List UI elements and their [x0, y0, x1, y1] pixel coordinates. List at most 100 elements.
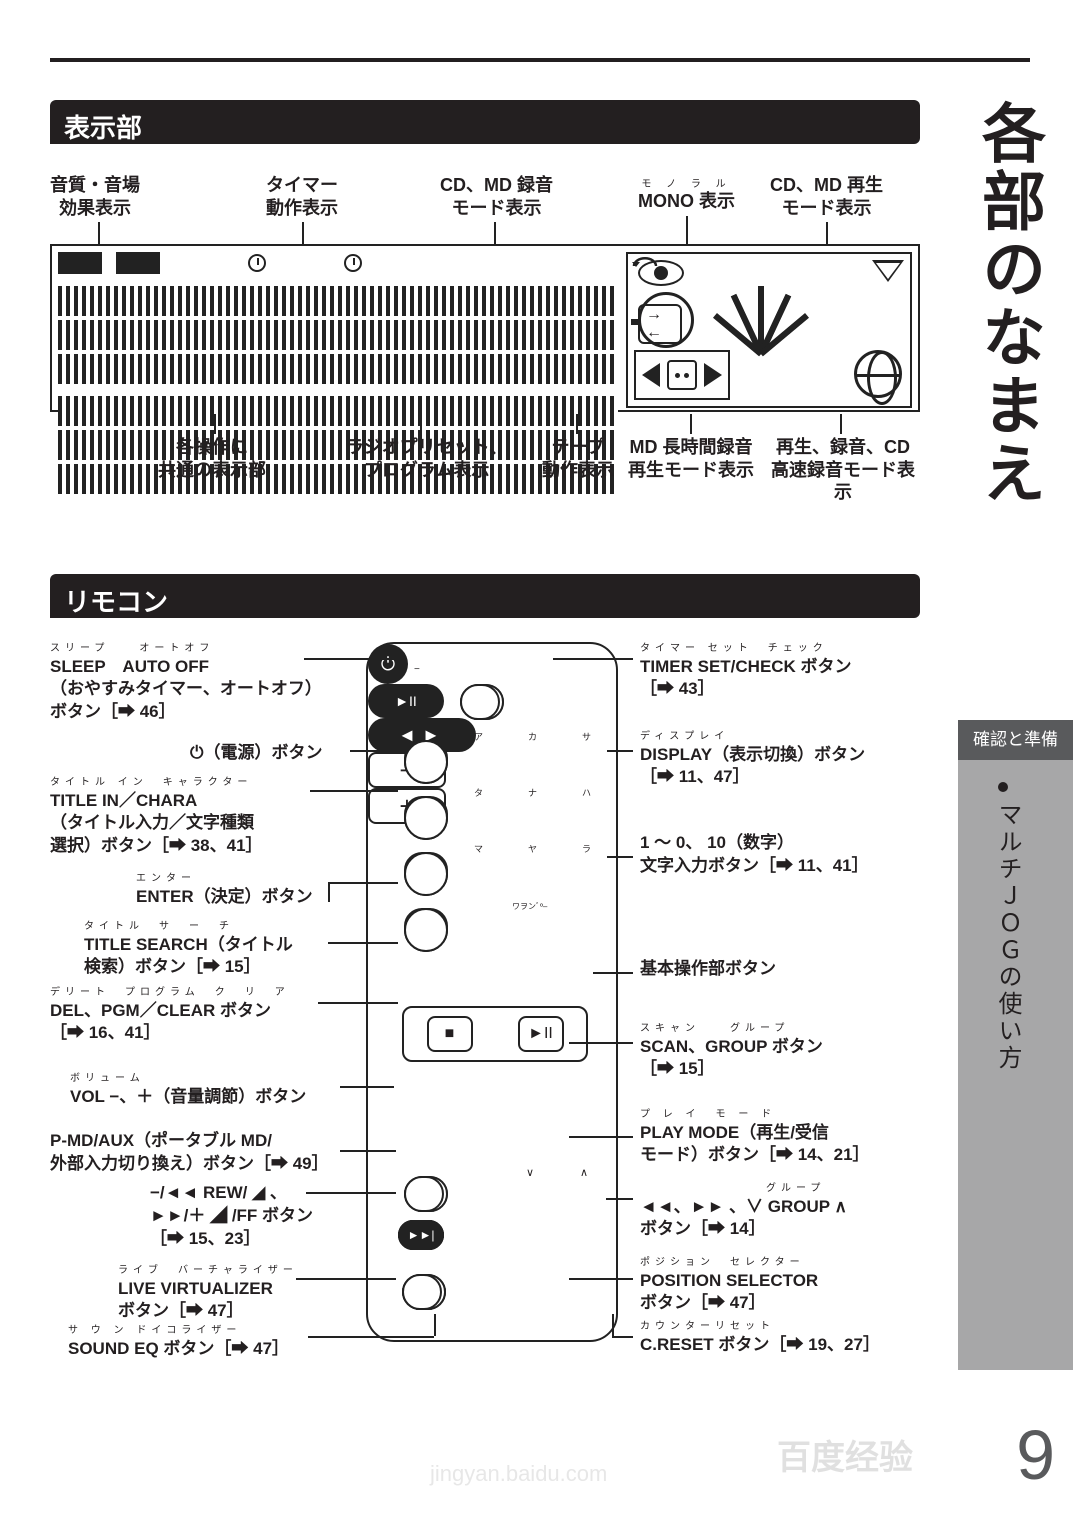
leader — [304, 658, 398, 660]
key-3[interactable] — [404, 740, 448, 784]
section-header-display: 表示部 — [50, 100, 920, 144]
power-button[interactable]: ⏻ — [368, 644, 408, 684]
down-triangle-icon — [872, 260, 904, 282]
display-diagram: 音質・音場効果表示 タイマー動作表示 CD、MD 録音モード表示 モ ノ ラ ル… — [50, 174, 930, 534]
side-section-title: 各部のなまえ — [963, 100, 1055, 508]
leader — [576, 414, 578, 434]
leader — [569, 1042, 633, 1044]
leader — [607, 750, 633, 752]
right-callout-5: プ レ イ モ ー ドPLAY MODE（再生/受信モード）ボタン［➡ 14、2… — [640, 1108, 870, 1167]
play-pause-button-2[interactable]: ►II — [518, 1016, 564, 1052]
display-right-panel — [626, 252, 912, 408]
leader — [612, 1314, 614, 1336]
left-callout-1: ⏻（電源）ボタン — [190, 742, 322, 765]
label-preset: ラジオプリセット、プログラム表示 — [346, 436, 507, 481]
leader — [569, 1278, 633, 1280]
leader — [569, 1136, 633, 1138]
basic-ops-panel: ■ ►II — [402, 1006, 588, 1062]
content: 表示部 音質・音場効果表示 タイマー動作表示 CD、MD 録音モード表示 モ ノ… — [50, 100, 930, 1352]
left-callout-7: P-MD/AUX（ポータブル MD/外部入力切り換え）ボタン［➡ 49］ — [50, 1130, 329, 1176]
leader — [607, 856, 633, 858]
chevron-down-label: ∨ — [526, 1166, 534, 1179]
eye-icon — [638, 260, 684, 286]
label-sound-effect: 音質・音場効果表示 — [50, 174, 140, 219]
leader — [553, 658, 633, 660]
leader — [840, 414, 842, 434]
transport-icon — [634, 350, 730, 400]
right-callout-4: スキャン グループSCAN、GROUP ボタン［➡ 15］ — [640, 1022, 823, 1081]
leader — [328, 882, 398, 884]
clock-icon — [248, 254, 266, 272]
top-labels: 音質・音場効果表示 タイマー動作表示 CD、MD 録音モード表示 モ ノ ラ ル… — [50, 174, 920, 240]
right-callout-0: タイマー セット チェックTIMER SET/CHECK ボタン［➡ 43］ — [640, 642, 852, 701]
leader — [340, 1086, 394, 1088]
next-button[interactable]: ►►| — [398, 1220, 444, 1250]
kana-sa: サ — [582, 730, 591, 743]
left-callout-5: デリート プログラム ク リ アDEL、PGM／CLEAR ボタン［➡ 16、4… — [50, 986, 290, 1045]
right-callout-2: 1 〜 0、 10（数字）文字入力ボタン［➡ 11、41］ — [640, 832, 869, 878]
left-callout-8: −/◄◄ REW/ ◢ 、►►/＋ ◢ /FF ボタン［➡ 15、23］ — [150, 1182, 313, 1251]
right-callout-8: カウンターリセットC.RESET ボタン［➡ 19、27］ — [640, 1320, 880, 1356]
remote-diagram: スリープ オートオフSLEEP AUTO OFF（おやすみタイマー、オートオフ）… — [50, 642, 930, 1352]
remote-outline: ⏻ − ア カ サ タ — [366, 642, 618, 1342]
right-callout-6: グループ◄◄、►► 、∨ GROUP ∧ボタン［➡ 14］ — [640, 1182, 847, 1241]
watermark-2: jingyan.baidu.com — [430, 1461, 607, 1487]
key-symbol[interactable] — [404, 908, 448, 952]
side-tab-text: マルチＪＯＧの使い方 — [990, 802, 1025, 1072]
dot-matrix — [58, 286, 618, 406]
left-callout-4: タイトル サ ー チTITLE SEARCH（タイトル検索）ボタン［➡ 15］ — [84, 920, 293, 979]
right-callout-3: 基本操作部ボタン — [640, 958, 776, 981]
left-callout-0: スリープ オートオフSLEEP AUTO OFF（おやすみタイマー、オートオフ）… — [50, 642, 322, 724]
leader — [328, 882, 330, 902]
label-timer: タイマー動作表示 — [266, 174, 338, 219]
power-minus-label: − — [414, 664, 420, 675]
section-header-remote: リモコン — [50, 574, 920, 618]
leader — [612, 1336, 633, 1338]
play-pause-button[interactable]: ►II — [368, 684, 444, 718]
stop-button[interactable]: ■ — [427, 1016, 473, 1052]
indicator-cells — [58, 252, 552, 280]
leader — [340, 1150, 396, 1152]
chevron-up-label: ∧ — [580, 1166, 588, 1179]
clock-icon — [344, 254, 362, 272]
side-tab-check: 確認と準備 — [958, 720, 1073, 760]
kana-ma: マ — [474, 842, 483, 855]
net-disc-icon — [854, 350, 902, 398]
rule-top — [50, 58, 1030, 62]
right-callout-7: ポジション セレクターPOSITION SELECTORボタン［➡ 47］ — [640, 1256, 818, 1315]
kana-ka: カ — [528, 730, 537, 743]
display-button[interactable] — [460, 684, 500, 720]
label-rec-mode: CD、MD 録音モード表示 — [440, 174, 553, 219]
kana-ya: ヤ — [528, 842, 537, 855]
leader — [214, 414, 216, 434]
page-number: 9 — [1016, 1415, 1055, 1495]
leader — [296, 1278, 396, 1280]
watermark-1: 百度经验 — [777, 1430, 913, 1479]
creset-button[interactable] — [404, 1176, 444, 1212]
left-callout-10: サ ウ ン ドイコライザーSOUND EQ ボタン［➡ 47］ — [68, 1324, 289, 1360]
label-common: 各操作に共通の表示部 — [158, 436, 266, 481]
leader — [593, 972, 633, 974]
leader — [350, 750, 398, 752]
extra-button[interactable] — [402, 1274, 442, 1310]
leader — [328, 942, 398, 944]
kana-ha: ハ — [582, 786, 591, 799]
side-tab: 確認と準備 マルチＪＯＧの使い方 — [958, 720, 1073, 1370]
left-callout-6: ボリュームVOL −、＋（音量調節）ボタン — [70, 1072, 306, 1108]
key-9[interactable] — [404, 852, 448, 896]
left-callout-3: エンターENTER（決定）ボタン — [136, 872, 313, 908]
left-callout-2: タイトル イン キャラクターTITLE IN／CHARA（タイトル入力／文字種類… — [50, 776, 263, 858]
label-tape: テープ動作表示 — [542, 436, 614, 481]
kana-na: ナ — [528, 786, 537, 799]
leader — [420, 414, 422, 434]
kana-ta: タ — [474, 786, 483, 799]
key-6[interactable] — [404, 796, 448, 840]
level-fan-icon — [718, 284, 808, 354]
label-mdlp: MD 長時間録音再生モード表示 — [628, 436, 754, 481]
kana-ra: ラ — [582, 842, 591, 855]
leader — [606, 1198, 633, 1200]
direction-icon — [638, 304, 682, 344]
leader — [306, 1192, 396, 1194]
label-play-mode: CD、MD 再生モード表示 — [770, 174, 883, 219]
display-panel — [50, 244, 920, 412]
